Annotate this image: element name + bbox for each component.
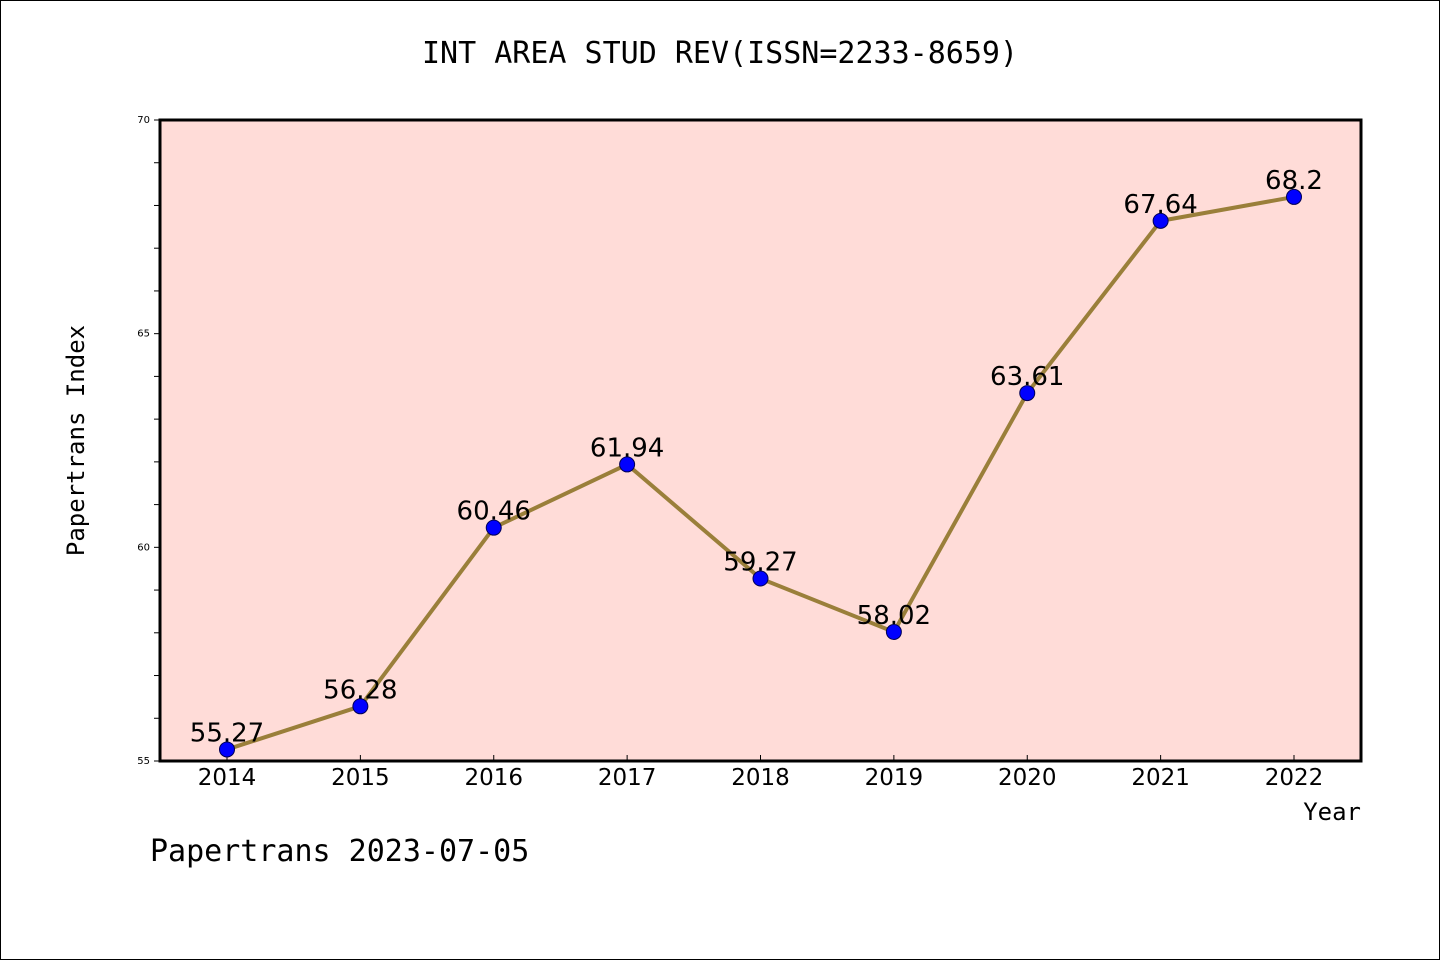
data-label: 68.2 <box>1265 166 1323 196</box>
data-label: 63.61 <box>990 362 1064 392</box>
x-tick-label: 2018 <box>731 765 790 791</box>
data-label: 67.64 <box>1123 190 1197 220</box>
y-tick-label: 55 <box>137 756 150 767</box>
footer-note: Papertrans 2023-07-05 <box>150 834 530 869</box>
data-label: 56.28 <box>323 675 397 705</box>
y-tick-label: 70 <box>137 115 150 126</box>
data-point <box>885 623 902 640</box>
x-axis-title: Year <box>1303 798 1361 826</box>
y-tick-label: 60 <box>137 542 150 553</box>
x-tick-label: 2020 <box>998 765 1057 791</box>
data-label: 59.27 <box>723 548 797 578</box>
data-label: 58.02 <box>857 601 931 631</box>
data-point <box>352 698 369 715</box>
data-label: 55.27 <box>190 718 264 748</box>
x-tick-label: 2022 <box>1265 765 1324 791</box>
plot-border <box>158 118 1363 763</box>
x-tick-label: 2021 <box>1131 765 1190 791</box>
data-point <box>1019 385 1036 402</box>
x-tick-label: 2019 <box>865 765 924 791</box>
data-point <box>485 519 502 536</box>
data-label: 61.94 <box>590 433 664 463</box>
data-points <box>219 188 1302 758</box>
x-tick-label: 2015 <box>331 765 390 791</box>
x-tick-label: 2017 <box>598 765 657 791</box>
chart-title: INT AREA STUD REV(ISSN=2233-8659) <box>421 36 1019 71</box>
data-point <box>619 456 636 473</box>
y-tick-label: 65 <box>137 329 150 340</box>
data-label: 60.46 <box>457 497 531 527</box>
y-axis: 55 60 65 70 <box>137 115 160 767</box>
x-tick-label: 2016 <box>464 765 523 791</box>
data-labels: 55.27 56.28 60.46 61.94 59.27 58.02 63.61 67.64… <box>190 166 1323 749</box>
x-axis: 2014 2015 2016 2017 2018 2019 2020 2021 2022 <box>198 755 1324 791</box>
data-point <box>1152 212 1169 229</box>
data-point <box>752 570 769 587</box>
data-point <box>1286 188 1302 205</box>
y-axis-title: Papertrans Index <box>62 325 90 556</box>
x-tick-label: 2014 <box>198 765 257 791</box>
data-point <box>219 741 235 758</box>
